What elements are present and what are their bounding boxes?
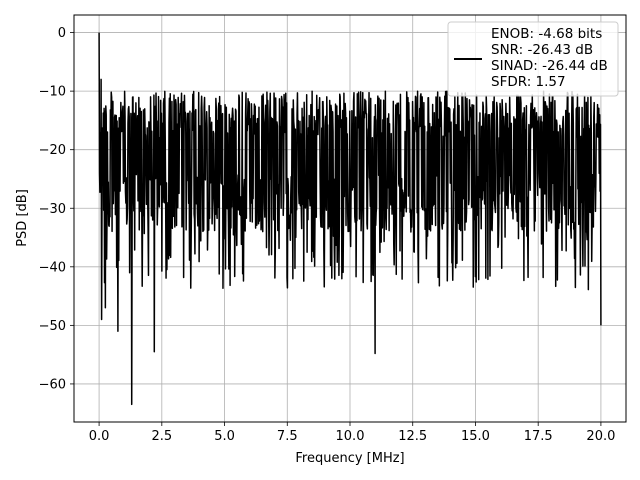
x-tick-label: 20.0 [586,429,615,444]
x-tick-label: 2.5 [151,429,172,444]
x-tick-label: 17.5 [524,429,553,444]
y-tick-label: −40 [39,260,66,275]
y-tick-label: −30 [39,202,66,217]
y-tick-label: 0 [58,26,66,41]
legend-line-0: ENOB: -4.68 bits [491,26,602,42]
x-tick-label: 7.5 [277,429,298,444]
psd-trace [98,32,602,406]
y-tick-label: −60 [39,377,66,392]
y-axis-ticks: 0 −10 −20 −30 −40 −50 −60 [39,26,74,392]
x-tick-label: 12.5 [398,429,427,444]
legend-line-1: SNR: -26.43 dB [491,42,593,58]
x-axis-label: Frequency [MHz] [295,451,404,466]
y-tick-label: −10 [39,85,66,100]
x-tick-label: 15.0 [461,429,490,444]
legend: ENOB: -4.68 bits SNR: -26.43 dB SINAD: -26… [447,21,619,97]
psd-line [98,32,602,406]
legend-line-3: SFDR: 1.57 [491,74,566,90]
x-axis-ticks: 0.0 2.5 5.0 7.5 10.0 12.5 15.0 17.5 20.0 [89,422,615,444]
x-tick-label: 0.0 [89,429,110,444]
legend-box [447,21,619,97]
x-tick-label: 5.0 [214,429,235,444]
legend-line-2: SINAD: -26.44 dB [491,58,608,74]
y-axis-label: PSD [dB] [15,189,30,247]
x-tick-label: 10.0 [336,429,365,444]
legend-text: ENOB: -4.68 bits SNR: -26.43 dB SINAD: -26… [491,26,608,90]
y-tick-label: −20 [39,143,66,158]
y-tick-label: −50 [39,319,66,334]
